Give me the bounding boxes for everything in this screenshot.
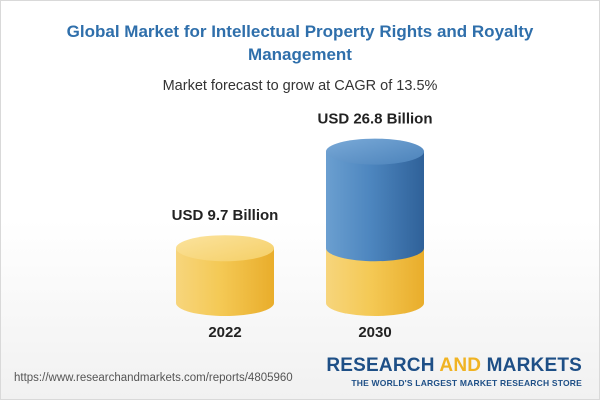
brand-word-research: RESEARCH: [326, 355, 435, 376]
bar-2030-base-segment: [326, 248, 424, 316]
bar-2030-top: [326, 138, 424, 165]
brand-word-and: AND: [439, 355, 482, 376]
bar-2030-growth-segment: [326, 151, 424, 262]
data-label-2022: USD 9.7 Billion: [172, 207, 279, 224]
brand-word-markets: MARKETS: [486, 355, 582, 376]
category-label-2030: 2030: [358, 324, 391, 341]
source-url[interactable]: https://www.researchandmarkets.com/repor…: [14, 372, 293, 384]
brand-tagline: THE WORLD'S LARGEST MARKET RESEARCH STOR…: [351, 378, 582, 388]
brand-name: RESEARCH AND MARKETS: [326, 356, 582, 376]
bar-2022-top: [176, 235, 274, 262]
chart-subtitle: Market forecast to grow at CAGR of 13.5%: [162, 78, 438, 94]
category-label-2022: 2022: [208, 324, 241, 341]
bar-2022: [176, 248, 274, 316]
brand-logo: RESEARCH AND MARKETS THE WORLD'S LARGEST…: [326, 356, 582, 389]
chart-title: Global Market for Intellectual Property …: [66, 22, 534, 64]
data-label-2030: USD 26.8 Billion: [317, 111, 432, 128]
